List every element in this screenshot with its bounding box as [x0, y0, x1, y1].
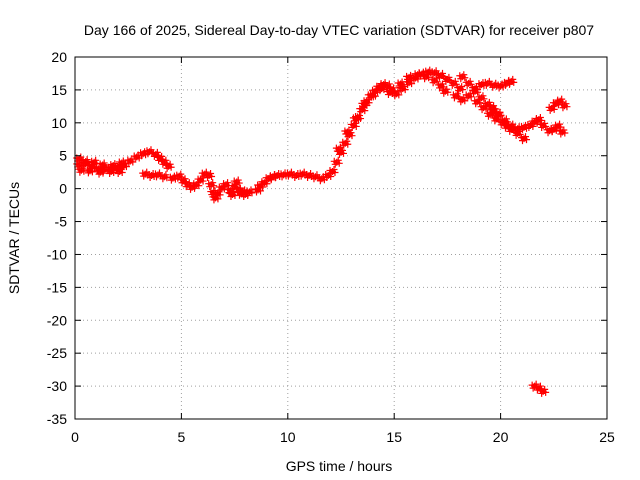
y-tick-label: -35 — [47, 411, 67, 427]
data-point — [447, 77, 460, 89]
data-point — [462, 90, 475, 102]
data-point — [173, 170, 186, 182]
data-point — [88, 156, 101, 168]
data-point — [158, 156, 171, 168]
data-point — [151, 169, 164, 181]
data-point — [552, 120, 565, 132]
data-point — [537, 119, 550, 131]
y-tick-label: 20 — [51, 49, 67, 65]
y-tick-label: -30 — [47, 378, 67, 394]
y-tick-label: -25 — [47, 345, 67, 361]
data-point — [96, 159, 109, 171]
data-point — [205, 179, 218, 191]
y-tick-label: -10 — [47, 246, 67, 262]
data-point — [75, 164, 88, 176]
data-point — [505, 75, 518, 87]
data-point — [366, 89, 379, 101]
y-tick-label: -5 — [55, 214, 68, 230]
data-point — [556, 126, 569, 138]
data-point — [107, 160, 120, 172]
x-tick-label: 5 — [178, 429, 186, 445]
y-axis-label: SDTVAR / TECUs — [6, 182, 22, 294]
data-point — [456, 71, 469, 83]
data-point — [441, 73, 454, 85]
data-point — [490, 113, 503, 125]
data-point — [486, 102, 499, 114]
x-tick-label: 10 — [280, 429, 296, 445]
data-point — [505, 120, 518, 132]
x-tick-label: 15 — [386, 429, 402, 445]
y-tick-label: 0 — [59, 181, 67, 197]
data-point — [537, 385, 550, 397]
data-point — [428, 67, 441, 79]
x-tick-label: 0 — [71, 429, 79, 445]
data-point — [326, 166, 339, 178]
data-point — [358, 98, 371, 110]
data-point — [396, 83, 409, 95]
data-point — [481, 77, 494, 89]
data-point — [203, 169, 216, 181]
data-point — [332, 143, 345, 155]
data-point — [243, 186, 256, 198]
x-axis-label: GPS time / hours — [286, 458, 393, 474]
plot-frame — [74, 56, 608, 420]
y-tick-label: 5 — [59, 148, 67, 164]
data-point — [518, 133, 531, 145]
data-point — [375, 83, 388, 95]
data-point — [475, 79, 488, 91]
data-point — [79, 156, 92, 168]
x-tick-label: 20 — [493, 429, 509, 445]
data-point — [428, 75, 441, 87]
chart-title: Day 166 of 2025, Sidereal Day-to-day VTE… — [84, 22, 594, 38]
data-point — [403, 71, 416, 83]
data-point — [494, 80, 507, 92]
data-point — [477, 102, 490, 114]
data-point — [394, 78, 407, 90]
y-tick-label: -20 — [47, 312, 67, 328]
data-point — [545, 102, 558, 114]
data-point — [158, 171, 171, 183]
data-point — [105, 166, 118, 178]
data-point — [469, 85, 482, 97]
data-point — [449, 90, 462, 102]
data-point — [390, 88, 403, 100]
data-point — [420, 71, 433, 83]
y-tick-label: 15 — [51, 82, 67, 98]
data-point — [330, 156, 343, 168]
x-tick-labels: 0 5 10 15 20 25 — [71, 429, 615, 445]
data-point — [511, 127, 524, 139]
data-point — [341, 126, 354, 138]
data-point — [462, 77, 475, 89]
data-point — [349, 113, 362, 125]
data-point — [492, 108, 505, 120]
x-tick-label: 25 — [599, 429, 615, 445]
data-point — [230, 176, 243, 188]
data-point — [83, 165, 96, 177]
data-point — [143, 146, 156, 158]
data-points — [73, 66, 571, 397]
axis-ticks — [74, 56, 608, 420]
y-tick-label: -15 — [47, 279, 67, 295]
data-point — [439, 85, 452, 97]
data-point — [115, 157, 128, 169]
data-point — [162, 160, 175, 172]
data-point — [94, 166, 107, 178]
data-point — [113, 166, 126, 178]
data-point — [471, 96, 484, 108]
data-point — [454, 83, 467, 95]
data-point — [498, 115, 511, 127]
data-point — [154, 152, 167, 164]
data-point — [558, 100, 571, 112]
y-tick-labels: 20 15 10 5 0 -5 -10 -15 -20 -25 -30 -35 — [47, 49, 67, 427]
y-tick-label: 10 — [51, 115, 67, 131]
